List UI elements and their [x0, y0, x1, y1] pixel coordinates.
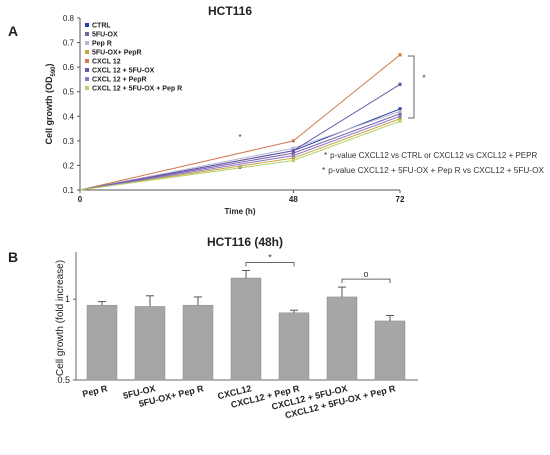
- panel-a-y-tick-label: 0.7: [63, 39, 75, 48]
- panel-a-note-1: * p-value CXCL12 vs CTRL or CXCL12 vs CXC…: [324, 151, 537, 160]
- panel-a-y-axis-label-close: ): [44, 63, 54, 66]
- panel-b-bar: [326, 296, 358, 381]
- panel-a-y-tick-label: 0.2: [63, 161, 75, 170]
- panel-a-x-tick-label: 0: [78, 195, 83, 204]
- panel-a-legend-label: 5FU-OX: [92, 32, 118, 39]
- panel-a-legend-swatch: [85, 41, 89, 45]
- panel-a-legend-swatch: [85, 68, 89, 72]
- panel-a-series-point: [291, 151, 295, 155]
- panel-a-legend-label: Pep R: [92, 41, 112, 48]
- panel-a-y-ticks: 0.1 0.2 0.3 0.4 0.5 0.6 0.7 0.8: [63, 14, 80, 195]
- panel-a-y-tick-label: 0.5: [63, 88, 75, 97]
- panel-a-legend-label: CXCL 12: [92, 59, 121, 66]
- panel-a-legend-label: CXCL 12 + 5FU-OX + Pep R: [92, 86, 182, 93]
- panel-b-significance-mark: *: [268, 252, 272, 262]
- panel-a-series-point: [398, 117, 402, 121]
- panel-a-series-point: [398, 109, 402, 113]
- panel-a-x-tick-label: 72: [396, 195, 405, 204]
- panel-a-legend-swatch: [85, 50, 89, 54]
- panel-a-series-point: [398, 112, 402, 116]
- panel-b-bar: [134, 306, 166, 381]
- panel-a-bracket-mark: *: [422, 73, 426, 83]
- panel-a-note-2-text: p-value CXCL12 + 5FU-OX + Pep R vs CXCL1…: [328, 166, 544, 175]
- panel-a-y-axis-label-sub: 590: [51, 66, 57, 77]
- panel-a-legend-swatch: [85, 23, 89, 27]
- panel-a-y-tick-label: 0.8: [63, 14, 75, 23]
- panel-b-label: B: [8, 249, 18, 265]
- panel-a-note-2: * p-value CXCL12 + 5FU-OX + Pep R vs CXCL…: [322, 166, 545, 175]
- panel-a-series-point: [398, 114, 402, 118]
- panel-a-note-2-mark: *: [322, 166, 325, 175]
- panel-b-bars: [86, 269, 406, 381]
- panel-a-series-line-1: [79, 108, 401, 191]
- panel-a-x-ticks: 0 48 72: [78, 190, 405, 204]
- panel-a-series-point: [398, 53, 402, 57]
- panel-a-series-point: [291, 139, 295, 143]
- panel-a-x-axis-label: Time (h): [225, 207, 256, 216]
- panel-b-bar-chart: B HCT116 (48h) 0.51 Cell growth (fold in…: [8, 235, 418, 420]
- panel-a-y-tick-label: 0.1: [63, 186, 75, 195]
- panel-a-series-point: [398, 119, 402, 123]
- panel-b-y-axis-label: Cell growth (fold increase): [55, 260, 66, 376]
- panel-a-title: HCT116: [208, 4, 252, 18]
- panel-b-y-tick-label: 1: [65, 294, 70, 304]
- panel-a-series-point: [291, 149, 295, 153]
- panel-a-series-point: [291, 146, 295, 150]
- panel-b-bar: [374, 320, 406, 381]
- panel-a-y-axis-label-main: Cell growth (OD: [44, 76, 54, 144]
- panel-a-series-point: [398, 107, 402, 111]
- panel-a-note-1-text: p-value CXCL12 vs CTRL or CXCL12 vs CXCL…: [330, 151, 537, 160]
- panel-a-line-chart: A HCT116 0.10.20.30.40.50.60.70.8 0 48 72 …: [8, 4, 545, 216]
- panel-a-legend-swatch: [85, 32, 89, 36]
- panel-b-significance: *o: [245, 252, 391, 284]
- panel-a-significance-bracket: [408, 55, 415, 119]
- panel-a-series: [79, 53, 402, 191]
- panel-b-y-ticks: 0.51: [57, 294, 76, 385]
- panel-b-title: HCT116 (48h): [207, 235, 283, 249]
- panel-a-marker-48-star: *: [238, 133, 241, 142]
- panel-a-y-tick-label: 0.4: [63, 112, 75, 121]
- panel-b-bar: [278, 312, 310, 381]
- panel-a-y-axis-label: Cell growth (OD590): [44, 63, 57, 144]
- panel-a-legend: CTRL 5FU-OX Pep R 5FU-OX+ PepR CXCL 12 CXCL 1…: [85, 23, 182, 93]
- panel-b-significance-bracket: [341, 278, 391, 284]
- panel-a-label: A: [8, 23, 18, 39]
- panel-a-legend-label: CTRL: [92, 23, 111, 30]
- panel-a-legend-swatch: [85, 59, 89, 63]
- panel-a-legend-label: CXCL 12 + 5FU-OX: [92, 68, 155, 75]
- panel-a-legend-label: CXCL 12 + PepR: [92, 77, 147, 84]
- panel-a-y-tick-label: 0.6: [63, 63, 75, 72]
- panel-b-category-label: Pep R: [81, 383, 109, 399]
- panel-a-marker-48-circle: o: [238, 165, 242, 171]
- panel-a-series-point: [398, 82, 402, 86]
- panel-b-significance-bracket: [245, 261, 295, 267]
- panel-a-x-tick-label: 48: [289, 195, 298, 204]
- panel-a-series-point: [291, 158, 295, 163]
- panel-b-y-tick-label: 0.5: [57, 375, 70, 385]
- panel-a-y-tick-label: 0.3: [63, 137, 75, 146]
- panel-b-bar: [230, 277, 262, 381]
- panel-b-bar: [86, 304, 118, 381]
- panel-a-note-1-mark: *: [324, 151, 327, 160]
- panel-b-significance-mark: o: [363, 269, 368, 279]
- panel-b-bar: [182, 304, 214, 381]
- panel-a-legend-swatch: [85, 86, 89, 90]
- panel-a-legend-swatch: [85, 77, 89, 81]
- panel-a-legend-label: 5FU-OX+ PepR: [92, 50, 142, 57]
- panel-a-series-point: [291, 156, 295, 160]
- panel-a-series-point: [291, 154, 295, 158]
